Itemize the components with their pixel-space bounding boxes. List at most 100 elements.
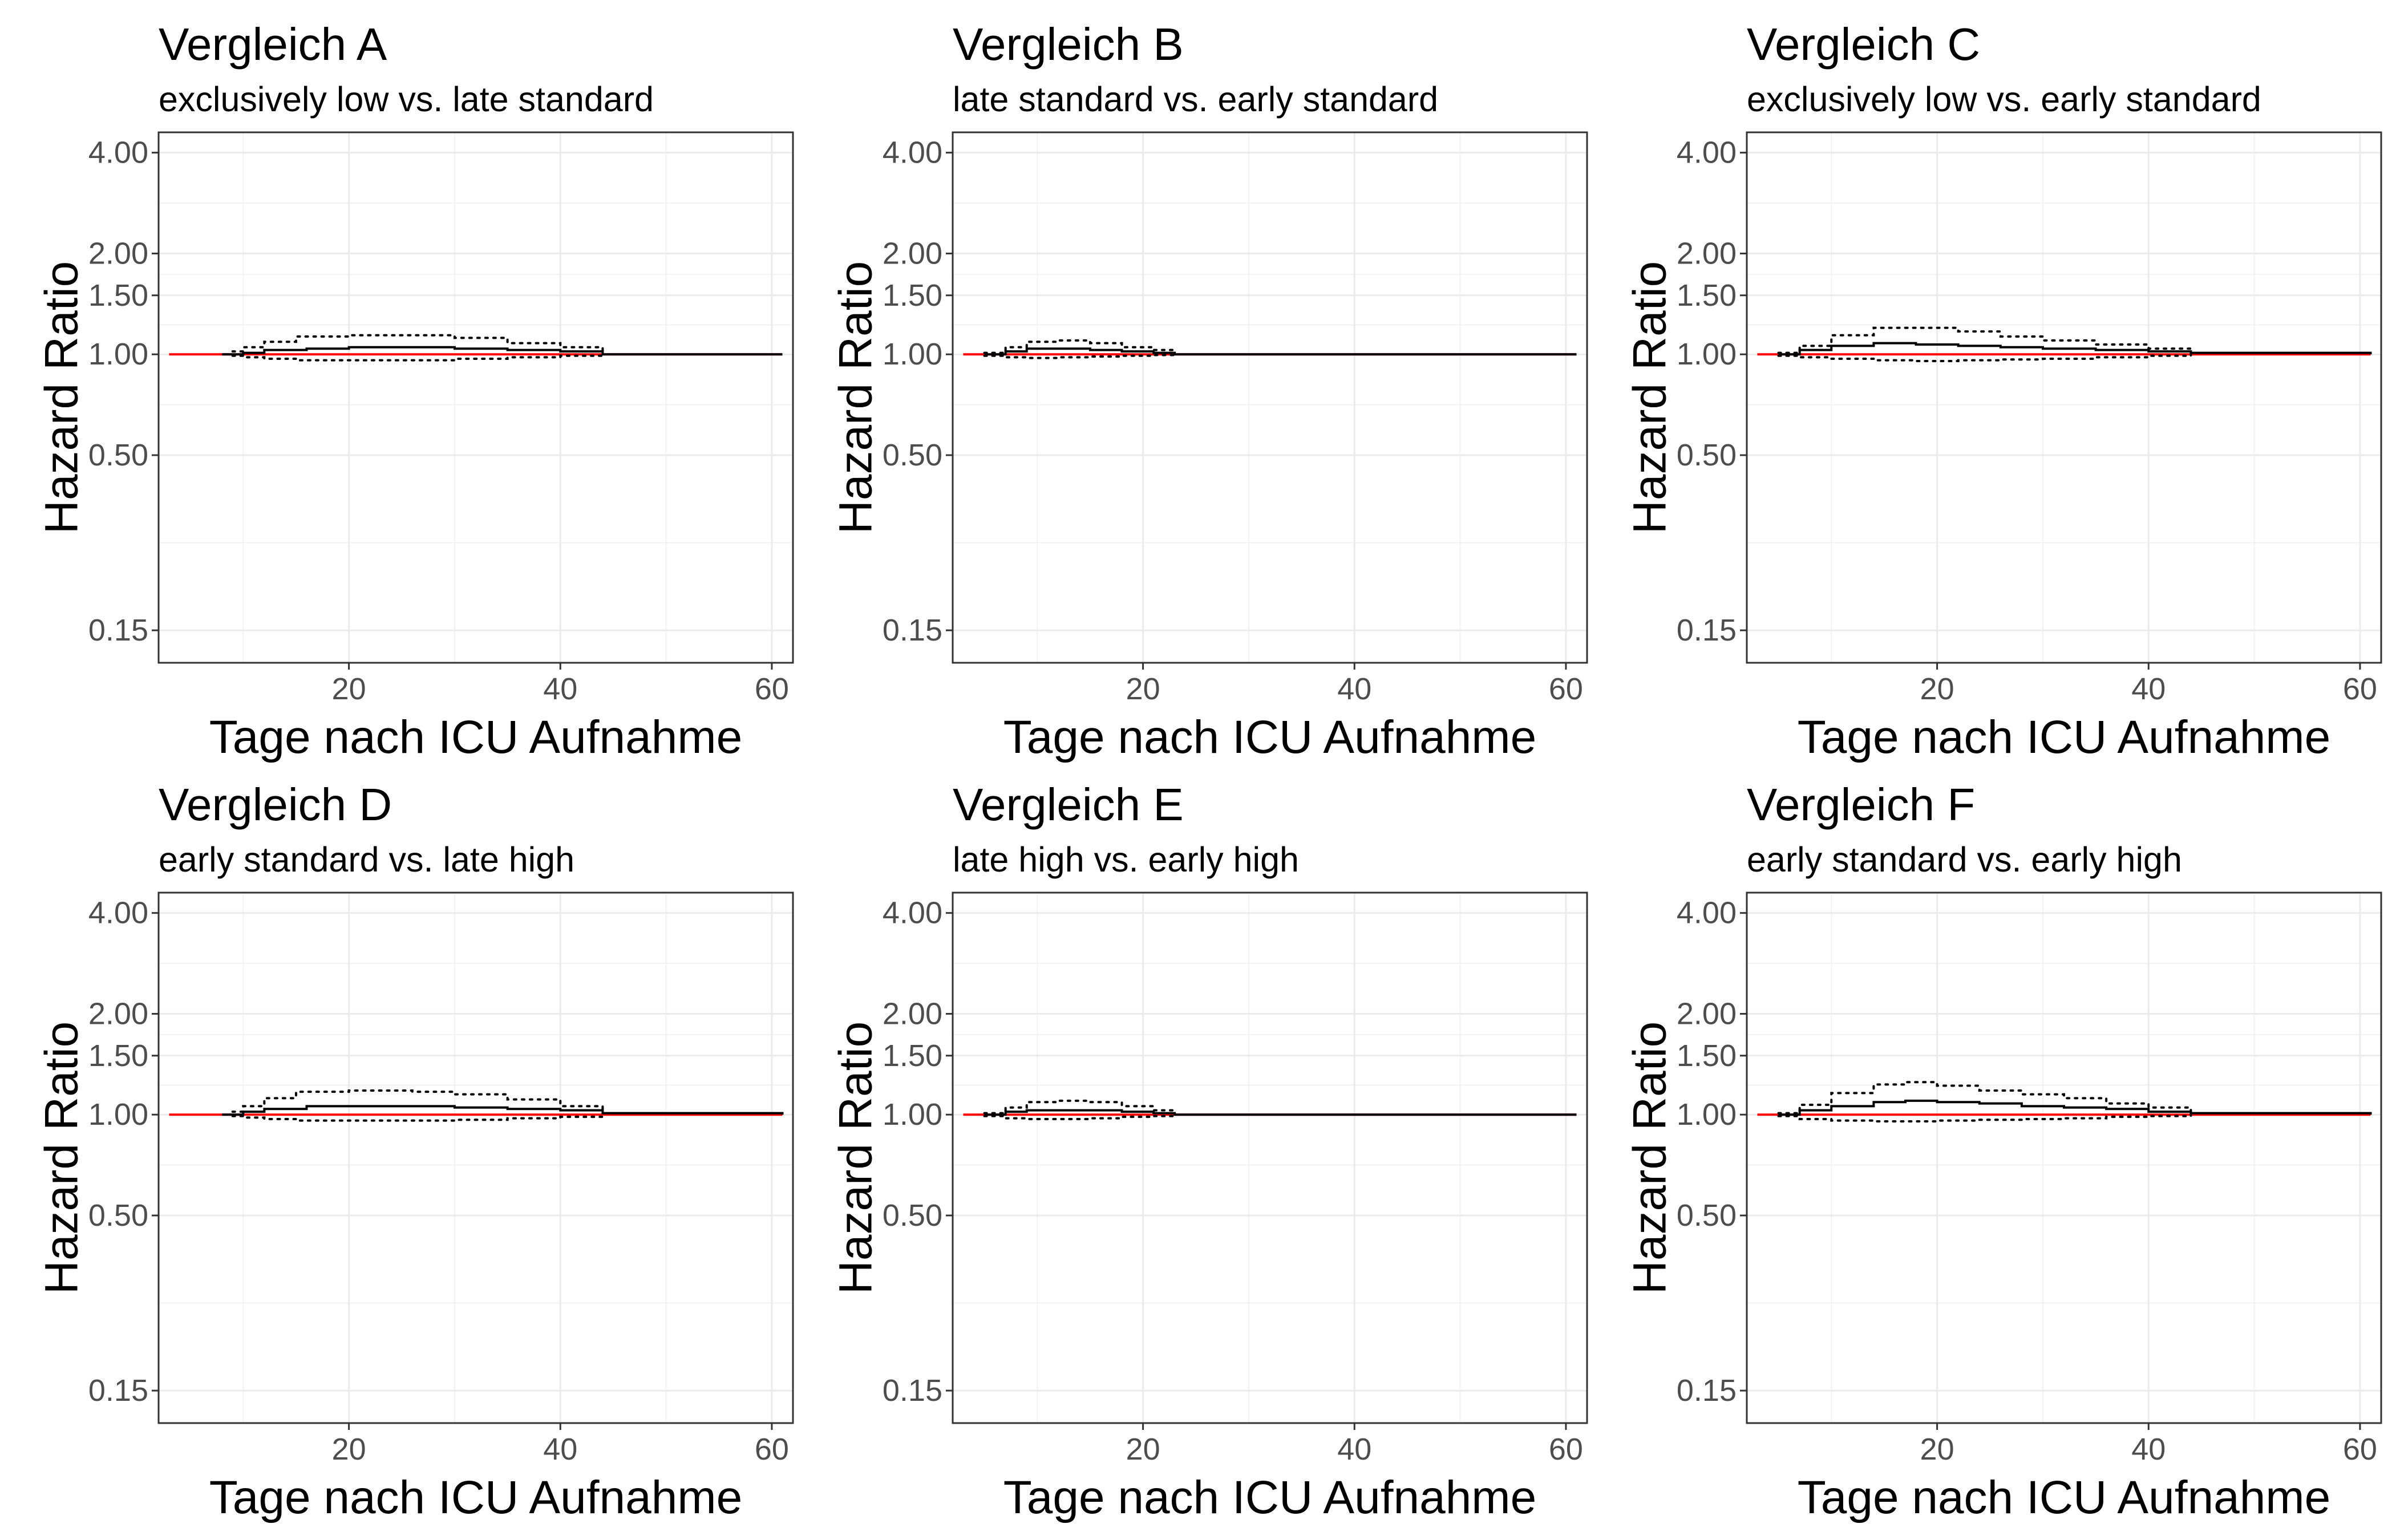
plot-background (1747, 893, 2381, 1423)
x-tick-label: 40 (2131, 1432, 2166, 1466)
panel-border (952, 131, 1588, 664)
y-tick-label: 0.50 (883, 438, 942, 472)
y-tick-label: 2.00 (1677, 996, 1737, 1031)
x-tick-label: 60 (755, 1432, 789, 1466)
panel-border (157, 131, 794, 664)
y-axis-title: Hazard Ratio (1624, 1022, 1676, 1295)
x-tick-label: 40 (543, 672, 577, 706)
x-tick-label: 60 (1549, 1432, 1583, 1466)
x-tick-label: 20 (1126, 1432, 1160, 1466)
x-tick-label: 60 (2343, 672, 2377, 706)
y-tick-label: 0.15 (88, 613, 148, 647)
x-axis-title: Tage nach ICU Aufnahme (1003, 711, 1536, 763)
y-tick-label: 1.50 (1677, 1039, 1737, 1073)
chart-subtitle: exclusively low vs. late standard (159, 80, 654, 119)
y-tick-label: 4.00 (883, 896, 942, 930)
x-tick-label: 20 (332, 672, 366, 706)
y-tick-label: 0.50 (88, 1198, 148, 1233)
x-tick-label: 60 (2343, 1432, 2377, 1466)
plot-background (159, 132, 793, 663)
series-estimate (1778, 342, 2372, 356)
chart-title: Vergleich D (159, 779, 392, 830)
y-tick-label: 0.15 (883, 1373, 942, 1408)
chart-panel: 0.15 0.50 1.00 1.50 2.00 4.00 20 40 60 Vergleich … (1624, 19, 2382, 763)
series-upper (983, 339, 1176, 354)
plot-background (953, 893, 1587, 1423)
panel-border (1746, 131, 2382, 664)
chart-title: Vergleich E (953, 779, 1184, 830)
y-tick-label: 4.00 (1677, 136, 1737, 170)
panel-border (157, 891, 794, 1424)
y-tick-label: 0.50 (88, 438, 148, 472)
y-tick-label: 1.50 (883, 278, 942, 313)
x-tick-label: 40 (1337, 672, 1371, 706)
y-tick-label: 1.50 (88, 1039, 148, 1073)
series-estimate (222, 1105, 784, 1116)
y-tick-label: 0.50 (883, 1198, 942, 1233)
y-tick-label: 2.00 (883, 996, 942, 1031)
chart-panel: 0.15 0.50 1.00 1.50 2.00 4.00 20 40 60 Vergleich … (36, 19, 794, 763)
y-tick-label: 4.00 (88, 136, 148, 170)
y-tick-label: 1.00 (883, 337, 942, 371)
y-tick-label: 0.15 (883, 613, 942, 647)
y-tick-label: 1.50 (1677, 278, 1737, 313)
y-axis-title: Hazard Ratio (36, 261, 88, 534)
x-axis-title: Tage nach ICU Aufnahme (1798, 711, 2330, 763)
y-tick-label: 0.15 (1677, 1373, 1737, 1408)
chart-subtitle: late standard vs. early standard (953, 80, 1438, 119)
y-axis-title: Hazard Ratio (830, 261, 882, 534)
y-tick-label: 0.15 (1677, 613, 1737, 647)
series-estimate (984, 347, 1577, 356)
chart-panel: 0.15 0.50 1.00 1.50 2.00 4.00 20 40 60 Vergleich … (830, 19, 1588, 763)
chart-subtitle: early standard vs. late high (159, 840, 574, 879)
chart-title: Vergleich A (159, 19, 387, 70)
panel-border (952, 891, 1588, 1424)
y-axis-title: Hazard Ratio (1624, 261, 1676, 534)
x-tick-label: 60 (755, 672, 789, 706)
y-tick-label: 1.00 (1677, 337, 1737, 371)
y-tick-label: 1.50 (883, 1039, 942, 1073)
plot-background (953, 132, 1587, 663)
series-estimate (1778, 1099, 2372, 1116)
series-upper (231, 334, 604, 353)
x-axis-title: Tage nach ICU Aufnahme (1003, 1472, 1536, 1523)
x-tick-label: 20 (1920, 1432, 1954, 1466)
y-tick-label: 0.50 (1677, 1198, 1737, 1233)
y-tick-label: 4.00 (88, 896, 148, 930)
x-tick-label: 20 (332, 1432, 366, 1466)
y-tick-label: 1.00 (88, 1097, 148, 1132)
series-estimate (984, 1109, 1577, 1116)
y-tick-label: 1.00 (88, 337, 148, 371)
series-estimate (222, 346, 783, 356)
x-axis-title: Tage nach ICU Aufnahme (209, 1472, 742, 1523)
series-lower (1777, 1114, 2192, 1122)
y-axis-title: Hazard Ratio (36, 1022, 88, 1295)
series-lower (1777, 354, 2192, 362)
chart-subtitle: exclusively low vs. early standard (1747, 80, 2261, 119)
chart-subtitle: late high vs. early high (953, 840, 1299, 879)
chart-title: Vergleich B (953, 19, 1184, 70)
y-tick-label: 1.00 (1677, 1097, 1737, 1132)
y-tick-label: 2.00 (883, 236, 942, 270)
chart-subtitle: early standard vs. early high (1747, 840, 2182, 879)
series-upper (983, 1099, 1176, 1115)
y-axis-title: Hazard Ratio (830, 1022, 882, 1295)
series-upper (1777, 1081, 2192, 1115)
chart-title: Vergleich C (1747, 19, 1980, 70)
series-lower (231, 354, 604, 362)
plot-background (159, 893, 793, 1423)
chart-panel: 0.15 0.50 1.00 1.50 2.00 4.00 20 40 60 Vergleich … (36, 779, 794, 1523)
series-lower (983, 1114, 1176, 1120)
chart-panel: 0.15 0.50 1.00 1.50 2.00 4.00 20 40 60 Vergleich … (830, 779, 1588, 1523)
panel-border (1746, 891, 2382, 1424)
y-tick-label: 0.50 (1677, 438, 1737, 472)
x-tick-label: 40 (2131, 672, 2166, 706)
y-tick-label: 1.50 (88, 278, 148, 313)
y-tick-label: 2.00 (1677, 236, 1737, 270)
plot-background (1747, 132, 2381, 663)
x-axis-title: Tage nach ICU Aufnahme (209, 711, 742, 763)
y-tick-label: 4.00 (1677, 896, 1737, 930)
y-tick-label: 4.00 (883, 136, 942, 170)
x-tick-label: 20 (1920, 672, 1954, 706)
